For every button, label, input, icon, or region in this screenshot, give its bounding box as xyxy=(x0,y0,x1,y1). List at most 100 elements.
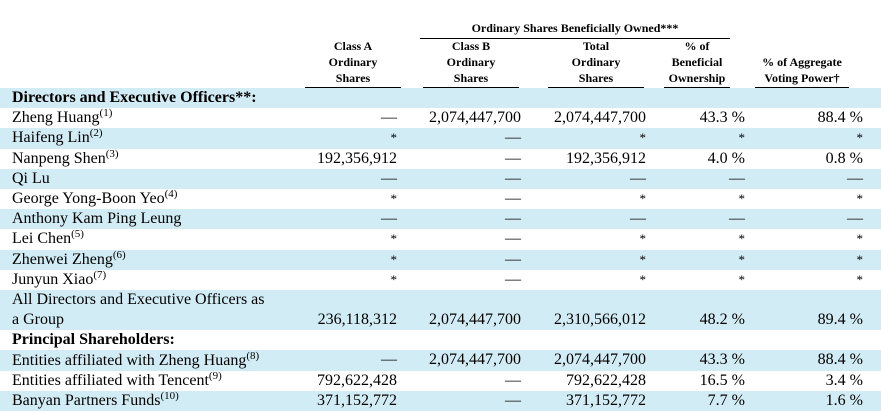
cell-value: 371,152,772 xyxy=(566,391,646,409)
table-cell: * xyxy=(755,128,864,148)
table-cell: 48.2 % xyxy=(656,310,745,330)
col-header-class-a: Class A Ordinary Shares xyxy=(305,39,401,88)
cell-value: 2,074,447,700 xyxy=(429,351,521,369)
footnote-ref: (1) xyxy=(99,107,113,120)
footnote-ref: (10) xyxy=(160,389,179,402)
col-header-line: Shares xyxy=(453,71,489,85)
row-name: All Directors and Executive Officers as xyxy=(12,290,308,310)
dash-cell-value: — xyxy=(505,149,521,167)
table-cell: 16.5 % xyxy=(656,371,745,391)
table-cell: — xyxy=(405,149,521,169)
cell-value: 89.4 % xyxy=(817,310,863,328)
table-cell: — xyxy=(405,169,521,189)
table-cell: — xyxy=(656,169,745,189)
cell-value: 2,310,566,012 xyxy=(554,310,646,328)
asterisk-cell-value: * xyxy=(390,130,398,146)
col-header-line: Voting Power† xyxy=(764,71,840,85)
cell-value: 4.0 % xyxy=(707,149,745,167)
cell-value: 88.4 % xyxy=(817,351,863,369)
cell-value: 792,622,428 xyxy=(317,371,397,389)
table-body: Directors and Executive Officers**: Zheng… xyxy=(0,88,881,411)
dash-cell-value: — xyxy=(847,169,863,187)
row-name-text: Qi Lu xyxy=(12,169,50,187)
row-name: George Yong-Boon Yeo(4) xyxy=(12,189,308,209)
table-cell: * xyxy=(656,128,746,148)
row-name-text: All Directors and Executive Officers as xyxy=(12,291,265,309)
asterisk-cell-value: * xyxy=(639,271,647,287)
asterisk-cell-value: * xyxy=(639,190,647,206)
cell-value: 0.8 % xyxy=(825,149,863,167)
cell-value: 48.2 % xyxy=(699,310,745,328)
table-cell: 43.3 % xyxy=(656,350,745,370)
dash-cell-value: — xyxy=(505,270,521,288)
col-header-line: % of Aggregate xyxy=(762,55,842,69)
table-cell: 0.8 % xyxy=(755,149,863,169)
table-cell: — xyxy=(405,270,521,290)
table-cell: — xyxy=(656,209,745,229)
asterisk-cell-value: * xyxy=(856,190,864,206)
asterisk-cell-value: * xyxy=(856,271,864,287)
footnote-ref: (9) xyxy=(208,369,222,382)
table-cell: — xyxy=(300,350,397,370)
table-cell: * xyxy=(530,189,647,209)
dash-cell-value: — xyxy=(630,210,646,228)
table-cell: 371,152,772 xyxy=(530,391,646,411)
table-cell: 236,118,312 xyxy=(300,310,397,330)
asterisk-cell-value: * xyxy=(738,271,746,287)
col-header-voting: % of Aggregate Voting Power† xyxy=(755,40,849,88)
table-row: Banyan Partners Funds(10) 371,152,772 — 371… xyxy=(0,389,881,411)
dash-cell-value: — xyxy=(630,169,646,187)
table-cell: — xyxy=(530,209,646,229)
row-name-text: Lei Chen xyxy=(12,230,72,248)
table-cell: * xyxy=(530,229,647,249)
col-header-beneficial: % of Beneficial Ownership xyxy=(664,39,730,88)
cell-value: 43.3 % xyxy=(699,351,745,369)
table-cell: * xyxy=(530,128,647,148)
col-header-line: Ordinary xyxy=(328,55,378,69)
dash-cell-value: — xyxy=(505,129,521,147)
row-name: Haifeng Lin(2) xyxy=(12,128,308,148)
row-name-text: Anthony Kam Ping Leung xyxy=(12,210,182,228)
row-name-text: Zhenwei Zheng xyxy=(12,250,113,268)
row-name: Zheng Huang(1) xyxy=(12,108,308,128)
asterisk-cell-value: * xyxy=(390,271,398,287)
group-header: Ordinary Shares Beneficially Owned*** xyxy=(420,21,730,39)
table-cell: — xyxy=(405,229,521,249)
cell-value: 2,074,447,700 xyxy=(554,109,646,127)
dash-cell-value: — xyxy=(505,371,521,389)
table-cell: — xyxy=(300,209,397,229)
table-cell: * xyxy=(300,128,398,148)
cell-value: 792,622,428 xyxy=(566,371,646,389)
asterisk-cell-value: * xyxy=(639,251,647,267)
col-header-line: Ownership xyxy=(668,71,726,85)
table-cell: * xyxy=(530,250,647,270)
col-header-line: Shares xyxy=(335,71,371,85)
table-cell: 792,622,428 xyxy=(530,371,646,391)
dash-cell-value: — xyxy=(505,189,521,207)
row-name-text: Zheng Huang xyxy=(12,109,100,127)
table-cell: * xyxy=(300,270,398,290)
table-cell: * xyxy=(300,250,398,270)
table-row: Zheng Huang(1) — 2,074,447,700 2,074,447,70… xyxy=(0,108,881,128)
row-name: Qi Lu xyxy=(12,169,308,189)
cell-value: 7.7 % xyxy=(707,391,745,409)
footnote-ref: (6) xyxy=(112,248,126,261)
row-name-text: Nanpeng Shen xyxy=(12,149,106,167)
dash-cell-value: — xyxy=(505,250,521,268)
row-name-text: Junyun Xiao xyxy=(12,270,94,288)
dash-cell-value: — xyxy=(729,210,745,228)
cell-value: 3.4 % xyxy=(825,371,863,389)
dash-cell-value: — xyxy=(381,210,397,228)
row-name-continued: a Group xyxy=(12,311,64,329)
dash-cell-value: — xyxy=(505,230,521,248)
row-name: Principal Shareholders: xyxy=(12,330,308,350)
cell-value: 192,356,912 xyxy=(317,149,397,167)
cell-value: 371,152,772 xyxy=(317,391,397,409)
dash-cell-value: — xyxy=(729,169,745,187)
cell-value: 1.6 % xyxy=(825,391,863,409)
table-cell: 192,356,912 xyxy=(300,149,397,169)
row-name-text: George Yong-Boon Yeo xyxy=(12,190,165,208)
row-name: Junyun Xiao(7) xyxy=(12,269,308,290)
table-row: Anthony Kam Ping Leung — — — — — xyxy=(0,209,881,230)
table-cell: 3.4 % xyxy=(755,371,863,391)
